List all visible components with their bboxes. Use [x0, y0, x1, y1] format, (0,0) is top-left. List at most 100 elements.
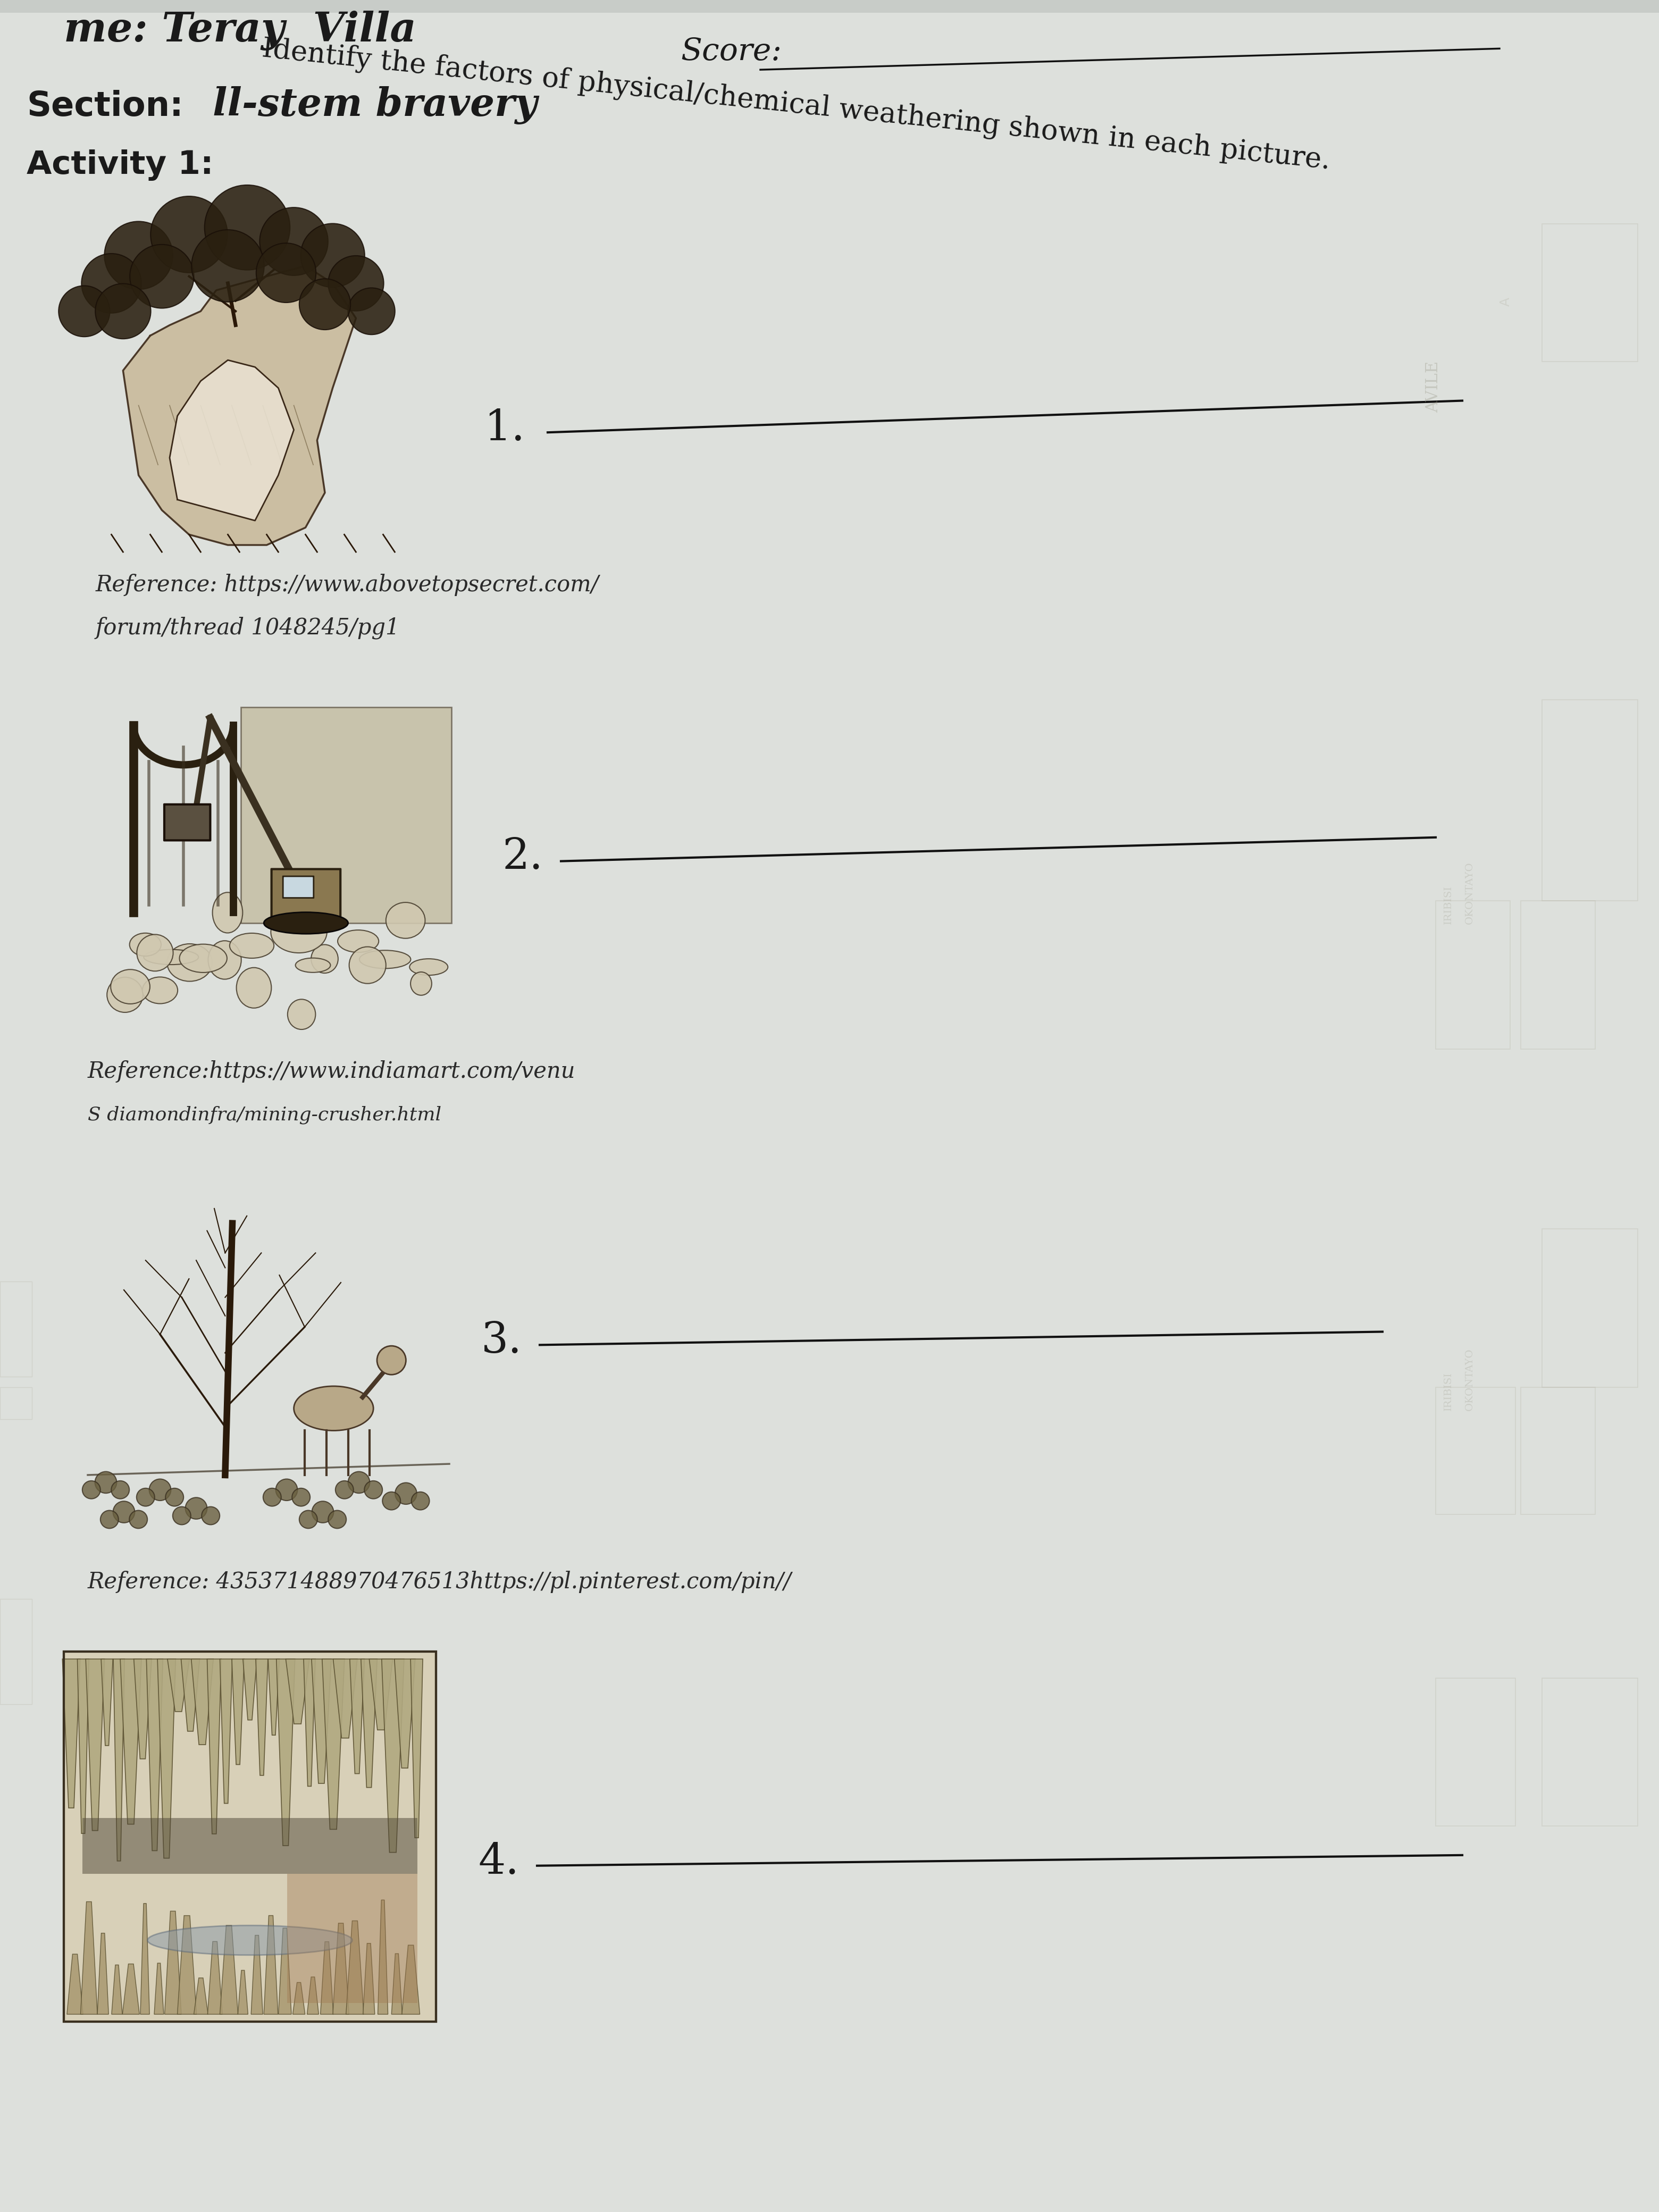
Bar [1435, 1679, 1515, 1827]
Polygon shape [111, 1964, 123, 2015]
Bar [1541, 223, 1637, 361]
Ellipse shape [270, 911, 327, 953]
Circle shape [260, 208, 328, 276]
Polygon shape [66, 1953, 83, 2015]
Ellipse shape [148, 1924, 352, 1955]
Polygon shape [237, 1971, 247, 2015]
Polygon shape [207, 1942, 222, 2015]
Bar [287, 1874, 418, 2004]
Polygon shape [241, 708, 451, 922]
Polygon shape [251, 1936, 262, 2015]
Polygon shape [370, 1659, 393, 1730]
Polygon shape [81, 1902, 98, 2015]
Bar [1521, 900, 1596, 1048]
Circle shape [129, 246, 194, 307]
Text: Activity 1:: Activity 1: [27, 150, 214, 181]
Polygon shape [255, 1659, 267, 1776]
Bar [0, 1281, 32, 1376]
Polygon shape [78, 1659, 90, 1834]
Ellipse shape [264, 911, 348, 933]
Polygon shape [178, 1916, 196, 2015]
Polygon shape [363, 1944, 375, 2015]
Circle shape [348, 288, 395, 334]
Ellipse shape [338, 929, 378, 953]
Polygon shape [63, 1659, 80, 1807]
Polygon shape [98, 1933, 108, 2015]
Bar [63, 1652, 436, 2022]
Circle shape [113, 1502, 134, 1522]
Circle shape [151, 197, 227, 272]
Polygon shape [232, 1659, 244, 1765]
Ellipse shape [143, 978, 178, 1004]
Polygon shape [304, 1659, 315, 1787]
Circle shape [328, 257, 383, 312]
Bar [63, 1652, 436, 2022]
Ellipse shape [294, 1387, 373, 1431]
Circle shape [149, 1480, 171, 1500]
Polygon shape [269, 1659, 279, 1734]
Bar [83, 1818, 418, 1874]
Text: OKONTAYO: OKONTAYO [1465, 1347, 1475, 1411]
Ellipse shape [106, 978, 143, 1013]
Polygon shape [123, 265, 357, 544]
Polygon shape [395, 1659, 415, 1767]
Polygon shape [279, 1929, 292, 2015]
Circle shape [300, 223, 365, 288]
Text: A: A [1500, 296, 1513, 305]
Text: AVILE: AVILE [1425, 361, 1442, 414]
Ellipse shape [144, 949, 199, 964]
Circle shape [264, 1489, 280, 1506]
Polygon shape [378, 1900, 388, 2015]
Ellipse shape [111, 969, 149, 1004]
Circle shape [186, 1498, 207, 1520]
Bar [1541, 699, 1637, 900]
Ellipse shape [212, 891, 242, 933]
Text: Reference:https://www.indiamart.com/venu: Reference:https://www.indiamart.com/venu [88, 1060, 576, 1082]
Circle shape [299, 279, 350, 330]
Polygon shape [277, 1659, 295, 1845]
Text: forum/thread 1048245/pg1: forum/thread 1048245/pg1 [96, 617, 400, 639]
Polygon shape [410, 1659, 423, 1838]
Text: IRIBISI: IRIBISI [1443, 885, 1453, 925]
Polygon shape [169, 361, 294, 520]
Circle shape [101, 1511, 118, 1528]
Circle shape [105, 221, 173, 290]
Bar [1521, 1387, 1596, 1515]
Polygon shape [154, 1962, 164, 2015]
Circle shape [95, 1471, 116, 1493]
Polygon shape [191, 1659, 214, 1745]
Text: Identify the factors of physical/chemical weathering shown in each picture.: Identify the factors of physical/chemica… [260, 35, 1332, 175]
Circle shape [328, 1511, 347, 1528]
Bar [1541, 1679, 1637, 1827]
Text: Reference: https://www.abovetopsecret.com/: Reference: https://www.abovetopsecret.co… [96, 573, 599, 597]
Circle shape [173, 1506, 191, 1524]
FancyBboxPatch shape [284, 876, 314, 898]
Polygon shape [264, 1916, 279, 2015]
Polygon shape [362, 1659, 377, 1787]
Circle shape [81, 254, 141, 314]
Polygon shape [123, 1964, 139, 2015]
Text: OKONTAYO: OKONTAYO [1465, 860, 1475, 925]
Ellipse shape [295, 958, 330, 973]
Text: IRIBISI: IRIBISI [1443, 1371, 1453, 1411]
Circle shape [204, 186, 290, 270]
Polygon shape [181, 1659, 199, 1732]
Bar [1435, 1387, 1515, 1515]
Circle shape [292, 1489, 310, 1506]
Circle shape [275, 1480, 297, 1500]
Polygon shape [158, 1659, 176, 1858]
Polygon shape [322, 1659, 345, 1829]
Bar [0, 1387, 32, 1418]
Polygon shape [333, 1659, 357, 1739]
Circle shape [377, 1345, 406, 1374]
Circle shape [202, 1506, 219, 1524]
Circle shape [299, 1511, 317, 1528]
Ellipse shape [387, 902, 425, 938]
Polygon shape [350, 1659, 365, 1774]
Ellipse shape [168, 945, 212, 982]
Polygon shape [146, 1659, 163, 1851]
Polygon shape [307, 1978, 319, 2015]
Circle shape [129, 1511, 148, 1528]
Circle shape [58, 285, 109, 336]
Circle shape [166, 1489, 184, 1506]
